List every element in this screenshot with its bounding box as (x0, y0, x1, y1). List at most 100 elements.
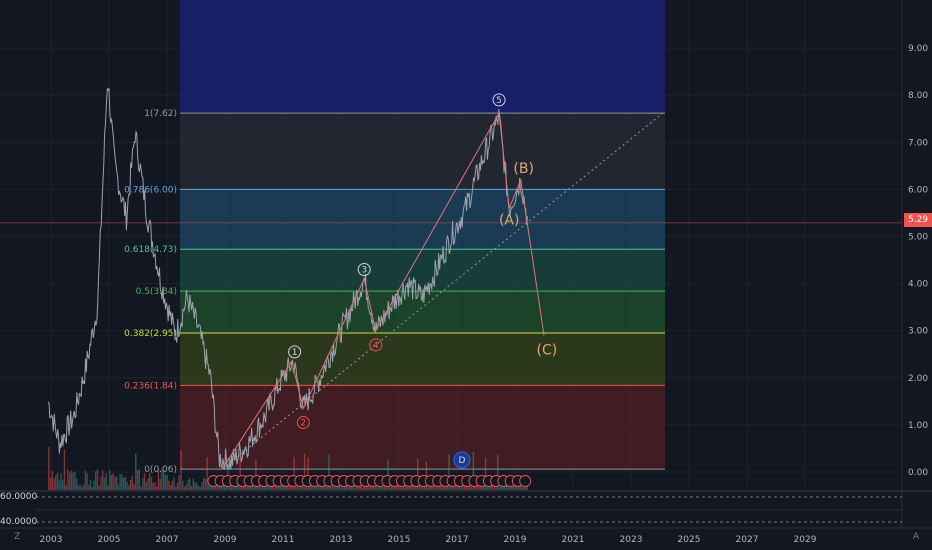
fib-level-label: 0(0.06) (144, 465, 177, 475)
time-axis-tick-label: 2005 (98, 535, 121, 545)
volume-bar (197, 485, 200, 490)
wave-label-3[interactable]: 3 (357, 262, 371, 276)
volume-bar (281, 483, 283, 490)
volume-bar (114, 476, 116, 490)
price-axis-tick-label: 8.00 (908, 91, 928, 101)
volume-bar (140, 486, 142, 490)
volume-bar (136, 470, 139, 490)
volume-bar (155, 486, 158, 490)
volume-bar (319, 485, 321, 490)
oscillator-pane (0, 490, 932, 523)
wave-label-circle (288, 345, 302, 359)
volume-bar (357, 485, 360, 490)
volume-bar (56, 472, 59, 490)
price-axis-tick-label: 1.00 (908, 421, 928, 431)
auto-scale-button[interactable]: A (913, 532, 920, 542)
fibonacci-retracement[interactable]: 1(7.62) 0.786(6.00) 0.618(4.73) 0.5(3.84) 0.… (0, 0, 902, 475)
fib-level-label: 1(7.62) (144, 109, 177, 119)
volume-bar (256, 484, 259, 490)
volume-bar (239, 452, 241, 490)
volume-bar (105, 473, 107, 490)
volume-bar (183, 486, 186, 490)
volume-bar (225, 484, 227, 490)
dividend-marker-circle (453, 451, 471, 469)
volume-bar (150, 477, 153, 490)
earnings-event-markers[interactable]: D (207, 451, 532, 487)
wave-label-circle (492, 93, 506, 107)
fib-zone (180, 249, 665, 292)
price-axis-tick-label: 7.00 (908, 138, 928, 148)
volume-bar (342, 486, 344, 490)
wave-label-5[interactable]: 5 (492, 93, 506, 107)
volume-bar (196, 482, 198, 490)
volume-bar (143, 473, 146, 490)
price-axis[interactable]: 9.00 8.00 7.00 6.00 5.00 4.00 3.00 2.00 1.00 0.00 (901, 0, 928, 528)
earnings-event-marker[interactable] (519, 475, 532, 487)
fib-zone-extension (180, 0, 665, 114)
volume-bar (169, 485, 172, 490)
wave-label-1[interactable]: 1 (288, 345, 302, 359)
volume-bar (232, 485, 234, 490)
fib-level-label: 0.786(6.00) (124, 185, 177, 195)
volume-bar (209, 486, 212, 490)
correction-label[interactable]: (C) (537, 342, 558, 358)
volume-bar (96, 469, 99, 490)
volume-bar (242, 485, 245, 490)
dividend-marker-text: D (459, 456, 466, 466)
volume-bar (157, 469, 160, 490)
timezone-button[interactable]: Z (14, 532, 21, 542)
volume-bar (521, 483, 523, 490)
volume-bar (312, 486, 314, 490)
volume-bar (441, 485, 443, 490)
volume-bar (100, 476, 102, 490)
correction-label[interactable]: (B) (513, 161, 534, 177)
volume-bar (98, 485, 100, 490)
volume-bar (307, 457, 309, 490)
time-axis-tick-label: 2021 (562, 535, 585, 545)
volume-bar (236, 483, 238, 490)
wave-label-4[interactable]: 4 (369, 338, 383, 352)
volume-bar (182, 480, 184, 490)
dividend-event-marker[interactable]: D (453, 451, 471, 469)
volume-bar (149, 473, 151, 490)
volume-bar (164, 474, 167, 490)
volume-bar (416, 458, 419, 490)
fib-level-label: 0.382(2.95) (124, 329, 177, 339)
volume-bar (361, 486, 363, 490)
wave-label-circle (296, 416, 310, 430)
volume-bar (129, 479, 132, 490)
price-line (47, 87, 528, 470)
fib-zone (180, 385, 665, 470)
fib-zone (180, 189, 665, 250)
volume-bar (455, 485, 457, 490)
volume-bar (173, 477, 175, 490)
time-axis[interactable]: 2003 2005 2007 2009 2011 2013 2015 2017 2019 2021… (0, 527, 932, 545)
volume-bar (107, 485, 109, 490)
elliott-wave-lines[interactable] (221, 111, 545, 470)
correction-wave-labels[interactable]: (A) (B) (C) (499, 161, 557, 358)
volume-bar (432, 483, 435, 490)
wave-label-2[interactable]: 2 (296, 416, 310, 430)
volume-bar (60, 473, 62, 490)
elliott-wave-labels[interactable]: 1 2 3 4 5 (288, 93, 506, 430)
volume-bar (469, 483, 471, 490)
volume-bar (166, 474, 168, 490)
correction-label[interactable]: (A) (499, 213, 520, 229)
volume-bar (204, 478, 207, 490)
volume-bar (246, 483, 248, 490)
volume-bar (103, 477, 106, 490)
volume-bar (82, 484, 85, 490)
volume-bar (49, 477, 52, 490)
volume-bar (385, 485, 388, 490)
volume-bar (110, 474, 113, 490)
volume-bar (124, 476, 127, 490)
volume-bar (168, 480, 170, 490)
volume-bar (380, 486, 382, 490)
volume-bar (95, 471, 97, 490)
volume-bar (145, 481, 147, 490)
volume-bar (176, 482, 179, 490)
volume-bar (368, 485, 370, 490)
volume-bar (119, 474, 121, 490)
volume-bar (74, 471, 76, 490)
